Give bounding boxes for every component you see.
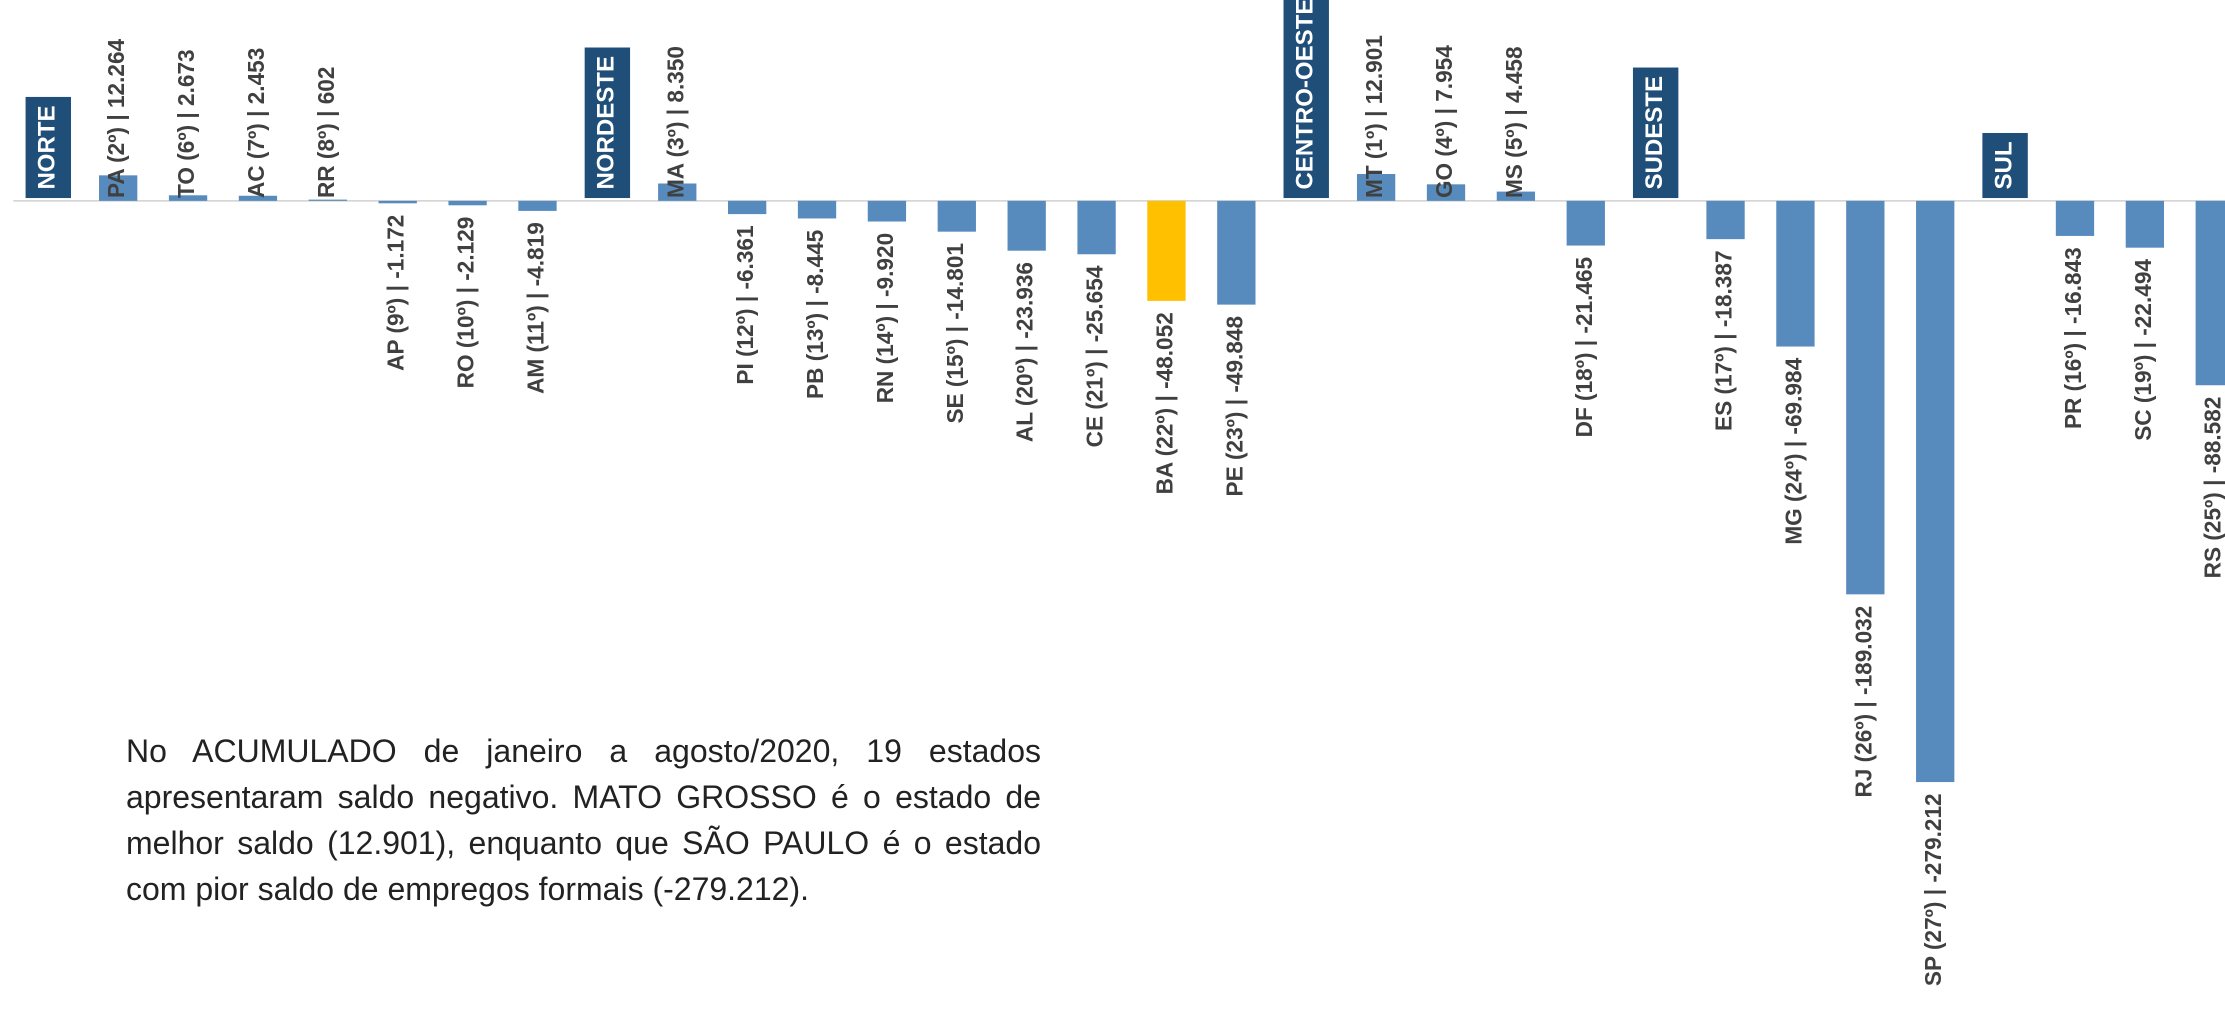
bar-label: PA (2º) | 12.264 <box>103 38 129 198</box>
region-label: NORDESTE <box>584 47 631 199</box>
bar <box>1426 184 1466 201</box>
bar-label: RS (25º) | -88.582 <box>2200 397 2225 579</box>
bar-label: MT (1º) | 12.901 <box>1361 35 1387 198</box>
bar <box>518 200 557 211</box>
bar <box>1846 200 1885 595</box>
region-box <box>1982 132 2028 199</box>
bar <box>2055 200 2095 236</box>
bar-label: RR (8º) | 602 <box>313 67 339 198</box>
bar <box>448 200 487 206</box>
bar-label: RN (14º) | -9.920 <box>872 233 898 403</box>
region-text: NORDESTE <box>593 56 620 190</box>
region-label: SUL <box>1982 132 2028 199</box>
bar <box>1916 200 1955 783</box>
bar-label: SP (27º) | -279.212 <box>1920 793 1946 986</box>
note: No ACUMULADO de janeiro a agosto/2020, 1… <box>126 733 1041 907</box>
region-text: SUDESTE <box>1641 76 1668 190</box>
bar-label: MG (24º) | -69.984 <box>1780 357 1806 544</box>
bar-label: MA (3º) | 8.350 <box>662 46 688 198</box>
bar-label: AL (20º) | -23.936 <box>1012 262 1038 442</box>
bar <box>378 200 417 204</box>
bar-label: RO (10º) | -2.129 <box>453 217 479 389</box>
region-box <box>1283 0 1329 199</box>
region-box <box>1632 67 1679 199</box>
bar-label: SE (15º) | -14.801 <box>942 243 968 424</box>
bar-label: RJ (26º) | -189.032 <box>1850 606 1876 798</box>
bar-label: MS (5º) | 4.458 <box>1501 46 1527 198</box>
bar-label: GO (4º) | 7.954 <box>1431 45 1457 198</box>
bar <box>238 195 278 201</box>
bar <box>1566 200 1605 246</box>
bar <box>168 195 208 201</box>
region-label: NORTE <box>25 96 71 199</box>
bar-label: PI (12º) | -6.361 <box>732 225 758 384</box>
bar <box>1706 200 1745 240</box>
bar <box>658 183 697 201</box>
bar-label: PB (13º) | -8.445 <box>802 230 828 399</box>
bar <box>727 200 767 215</box>
region-label: SUDESTE <box>1632 67 1679 199</box>
bar-label: PR (16º) | -16.843 <box>2060 247 2086 429</box>
region-box <box>25 96 71 199</box>
bar-label: AM (11º) | -4.819 <box>522 222 548 394</box>
region-label: CENTRO-OESTE <box>1283 0 1329 199</box>
region-text: NORTE <box>34 105 61 189</box>
bar <box>1356 174 1396 201</box>
bar <box>2125 200 2165 248</box>
bar-label: CE (21º) | -25.654 <box>1082 265 1108 447</box>
bar <box>99 175 138 201</box>
bar <box>1007 200 1046 251</box>
bar <box>1776 200 1815 347</box>
bar-label: PE (23º) | -49.848 <box>1221 316 1247 497</box>
bar-label: TO (6º) | 2.673 <box>173 49 199 198</box>
region-text: CENTRO-OESTE <box>1292 0 1319 190</box>
bar-label: AC (7º) | 2.453 <box>243 48 269 198</box>
bar <box>2195 200 2225 386</box>
bar <box>1147 200 1186 301</box>
bar <box>1077 200 1116 255</box>
bar <box>308 199 347 201</box>
region-box <box>584 47 631 199</box>
bar <box>797 200 837 219</box>
bar <box>1496 191 1536 201</box>
bar-label: DF (18º) | -21.465 <box>1571 257 1597 438</box>
bar-label: BA (22º) | -48.052 <box>1151 312 1177 494</box>
bar-label: SC (19º) | -22.494 <box>2130 259 2156 441</box>
bar <box>867 200 907 222</box>
bar <box>937 200 976 232</box>
bar-label: ES (17º) | -18.387 <box>1711 250 1737 431</box>
bar <box>1217 200 1256 305</box>
region-text: SUL <box>1990 141 2017 189</box>
bar-label: AP (9º) | -1.172 <box>383 215 409 371</box>
